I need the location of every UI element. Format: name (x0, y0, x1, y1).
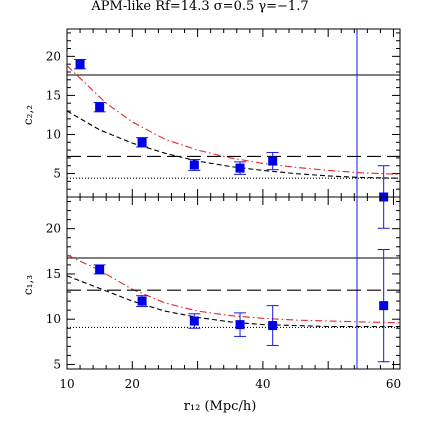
y-tick-label: 5 (53, 357, 61, 371)
top-data-point (137, 137, 147, 147)
top-data-point (189, 160, 199, 170)
top-curve-dashed (67, 110, 400, 179)
bottom-curve-dashdot (67, 254, 400, 324)
top-curve-dashdot (67, 65, 400, 175)
bottom-data-point (137, 296, 147, 306)
top-data-point (75, 59, 85, 69)
chart-title: APM-like Rf=14.3 σ=0.5 γ=−1.7 (90, 0, 308, 14)
y-tick-label: 5 (53, 167, 61, 181)
y-tick-label: 15 (46, 267, 61, 281)
x-tick-label: 60 (386, 377, 401, 391)
x-tick-label: 20 (125, 377, 140, 391)
x-tick-label: 40 (255, 377, 270, 391)
top-data-point (235, 163, 245, 173)
panel-top: 5 10 15 20 c₂,₂ (21, 28, 401, 229)
x-tick-label: 10 (59, 377, 74, 391)
y-tick-label: 20 (46, 49, 61, 63)
top-data-point (95, 102, 105, 112)
bottom-data-point (189, 316, 199, 326)
y-tick-label: 10 (46, 127, 61, 141)
bottom-data-point (268, 321, 278, 331)
panel-bottom: 5 10 15 20 c₁,₃ (21, 196, 401, 371)
bottom-data-point (95, 264, 105, 274)
y-axis-label-top: c₂,₂ (21, 105, 35, 125)
y-axis-label-bottom: c₁,₃ (21, 275, 35, 295)
bottom-data-point (379, 301, 389, 311)
panel-bottom-frame (66, 196, 401, 370)
y-tick-label: 20 (46, 222, 61, 236)
bottom-data-point (235, 320, 245, 330)
y-tick-label: 10 (46, 312, 61, 326)
x-axis-label: r₁₂ (Mpc/h) (184, 399, 257, 414)
y-tick-label: 15 (46, 88, 61, 102)
top-data-point (268, 156, 278, 166)
bottom-curve-dashed (67, 275, 400, 328)
panel-top-frame (66, 28, 401, 198)
